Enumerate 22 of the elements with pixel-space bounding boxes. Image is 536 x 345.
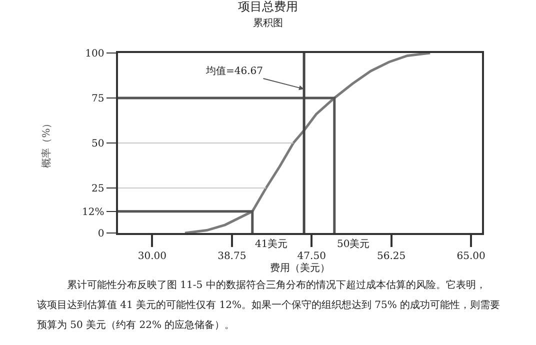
chart-title: 项目总费用 (238, 0, 298, 14)
x-tick-label: 65.00 (456, 250, 486, 262)
y-tick-label: 12% (82, 206, 104, 218)
y-tick-label: 75 (92, 94, 104, 104)
x-tick-label: 47.50 (297, 250, 326, 262)
chart-subtitle: 累积图 (253, 18, 283, 29)
line-series (184, 53, 432, 233)
annotation: 均值=46.67 (205, 65, 264, 77)
text: 预算为 50 美元（约有 22% 的应急储备）。 (37, 319, 235, 331)
annotation: 41美元 (255, 238, 288, 250)
y-tick-label: 25 (92, 184, 104, 194)
x-tick-label: 56.25 (377, 250, 406, 262)
x-tick-label: 30.00 (138, 250, 166, 262)
y-tick-label: 0 (98, 228, 104, 240)
text: 累计可能性分布反映了图 11-5 中的数据符合三角分布的情况下超过成本估算的风险。它表明， (67, 279, 486, 291)
y-tick-label: 100 (85, 48, 104, 60)
x-tick-label: 38.75 (218, 250, 246, 262)
y-tick-label: 50 (92, 138, 104, 150)
y-axis-title: 概率（%） (40, 118, 53, 168)
annotation: 50美元 (337, 238, 370, 250)
text: 该项目达到估算值 41 美元的可能性仅有 12%。如果一个保守的组织想达到 75% 的成功可能性，则需要 (37, 299, 500, 311)
x-axis-title: 费用（美元） (270, 262, 330, 274)
